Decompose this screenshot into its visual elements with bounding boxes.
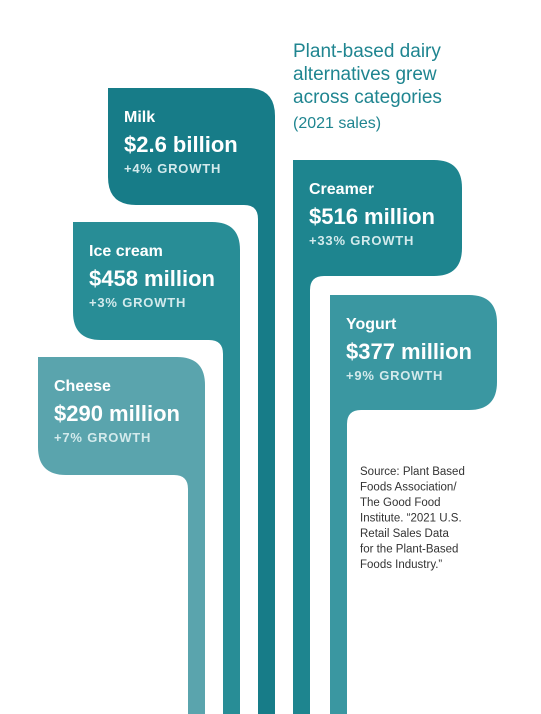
- sales-value: $458 million: [89, 266, 215, 291]
- growth-label: +9% GROWTH: [346, 368, 443, 383]
- sales-value: $2.6 billion: [124, 132, 238, 157]
- sales-value: $290 million: [54, 401, 180, 426]
- category-label: Ice cream: [89, 243, 163, 260]
- sales-value: $377 million: [346, 339, 472, 364]
- leaf-panel: [108, 88, 275, 714]
- category-label: Yogurt: [346, 316, 397, 333]
- category-label: Milk: [124, 109, 155, 126]
- category-label: Creamer: [309, 181, 374, 198]
- growth-label: +3% GROWTH: [89, 295, 186, 310]
- source-line: Institute. “2021 U.S.: [360, 513, 462, 525]
- source-line: for the Plant-Based: [360, 544, 458, 556]
- growth-label: +4% GROWTH: [124, 161, 221, 176]
- title-line: alternatives grew: [293, 64, 437, 85]
- title-line: Plant-based dairy: [293, 41, 441, 62]
- source-line: Foods Industry.”: [360, 559, 442, 571]
- sales-value: $516 million: [309, 204, 435, 229]
- source-line: Retail Sales Data: [360, 528, 449, 540]
- subtitle: (2021 sales): [293, 115, 381, 132]
- source-line: Foods Association/: [360, 482, 457, 494]
- source-line: The Good Food: [360, 497, 441, 509]
- leaf-panel: [38, 357, 205, 714]
- category-label: Cheese: [54, 378, 111, 395]
- growth-label: +7% GROWTH: [54, 430, 151, 445]
- source-line: Source: Plant Based: [360, 466, 465, 478]
- leaf-panel: [293, 160, 462, 714]
- leaf-panel: [330, 295, 497, 714]
- title-line: across categories: [293, 87, 442, 108]
- leaf-panel: [73, 222, 240, 714]
- growth-label: +33% GROWTH: [309, 233, 414, 248]
